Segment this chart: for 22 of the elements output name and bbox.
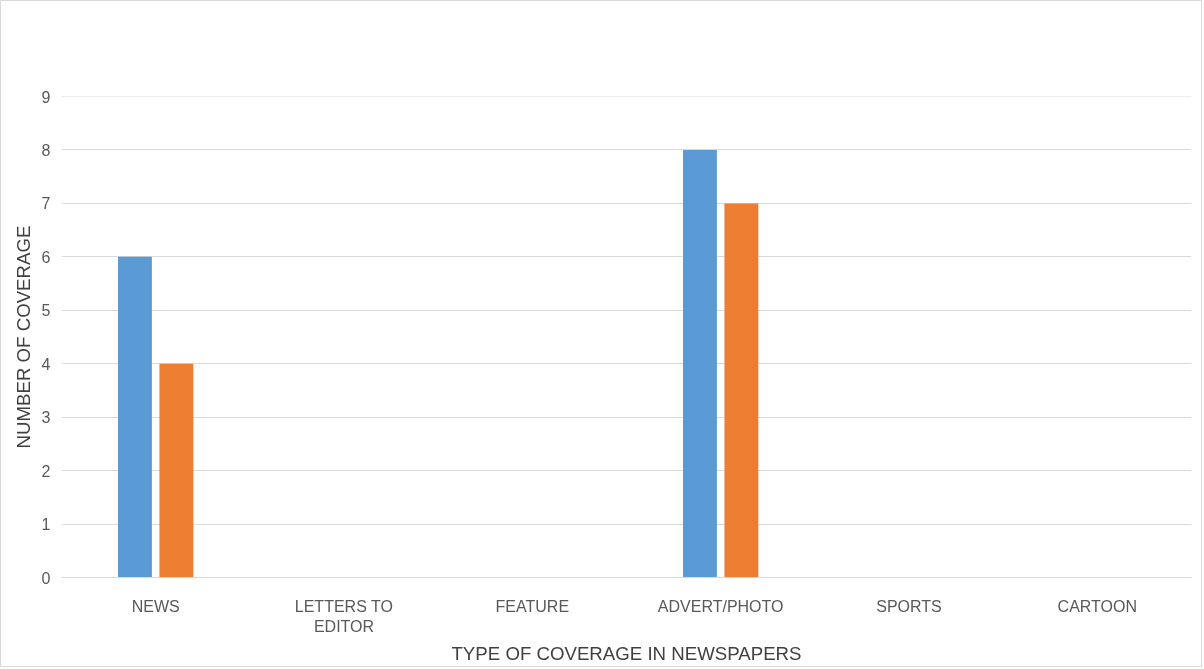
- bar: [724, 203, 759, 578]
- y-tick-label: 7: [41, 195, 51, 213]
- x-tick-label: NEWS: [131, 597, 180, 615]
- y-tick-label: 8: [41, 141, 51, 159]
- y-axis-title: NUMBER OF COVERAGE: [12, 225, 34, 449]
- y-tick-label: 0: [41, 569, 51, 587]
- x-tick-label: CARTOON: [1057, 597, 1138, 615]
- y-tick-label: 3: [41, 409, 51, 427]
- y-tick-label: 4: [41, 355, 51, 373]
- x-tick-label: ADVERT/PHOTO: [657, 597, 784, 615]
- y-tick-label: 6: [41, 248, 51, 266]
- x-tick-label: LETTERS TO EDITOR: [294, 597, 393, 635]
- bar: [683, 149, 717, 578]
- x-tick-label: SPORTS: [876, 597, 942, 615]
- y-tick-label: 1: [41, 516, 51, 534]
- y-tick-label: 2: [41, 462, 51, 480]
- bar: [118, 256, 152, 578]
- x-axis-title: TYPE OF COVERAGE IN NEWSPAPERS: [451, 642, 802, 664]
- y-tick-label: 5: [41, 302, 51, 320]
- y-tick-label: 9: [41, 88, 51, 106]
- x-tick-label: FEATURE: [495, 597, 570, 615]
- bar: [159, 363, 194, 578]
